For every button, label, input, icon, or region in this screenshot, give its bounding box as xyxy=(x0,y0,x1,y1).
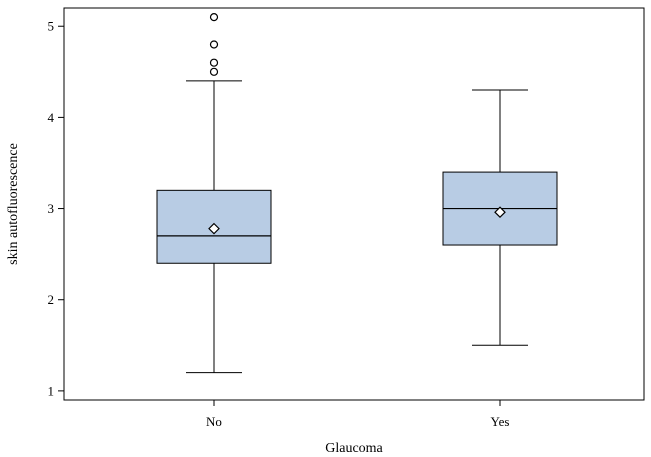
y-tick-label: 1 xyxy=(48,383,55,398)
outlier-point xyxy=(209,13,219,22)
box-group-no xyxy=(156,13,272,374)
x-axis: No Yes xyxy=(206,400,509,429)
y-tick-label: 2 xyxy=(48,292,55,307)
mean-marker xyxy=(494,206,506,219)
mean-marker xyxy=(208,222,220,235)
y-tick-label: 3 xyxy=(48,201,55,216)
y-tick-label: 4 xyxy=(48,110,55,125)
x-axis-title: Glaucoma xyxy=(325,441,383,456)
boxes-layer xyxy=(156,13,558,374)
y-axis: 1 2 3 4 5 xyxy=(48,19,64,398)
outlier-point xyxy=(209,58,219,67)
y-axis-title: skin autofluorescence xyxy=(6,143,21,265)
outlier-point xyxy=(209,67,219,76)
outlier-point xyxy=(209,40,219,49)
x-tick-label: Yes xyxy=(491,414,510,429)
x-tick-label: No xyxy=(206,414,222,429)
y-tick-label: 5 xyxy=(48,19,55,34)
box-group-yes xyxy=(442,89,558,346)
